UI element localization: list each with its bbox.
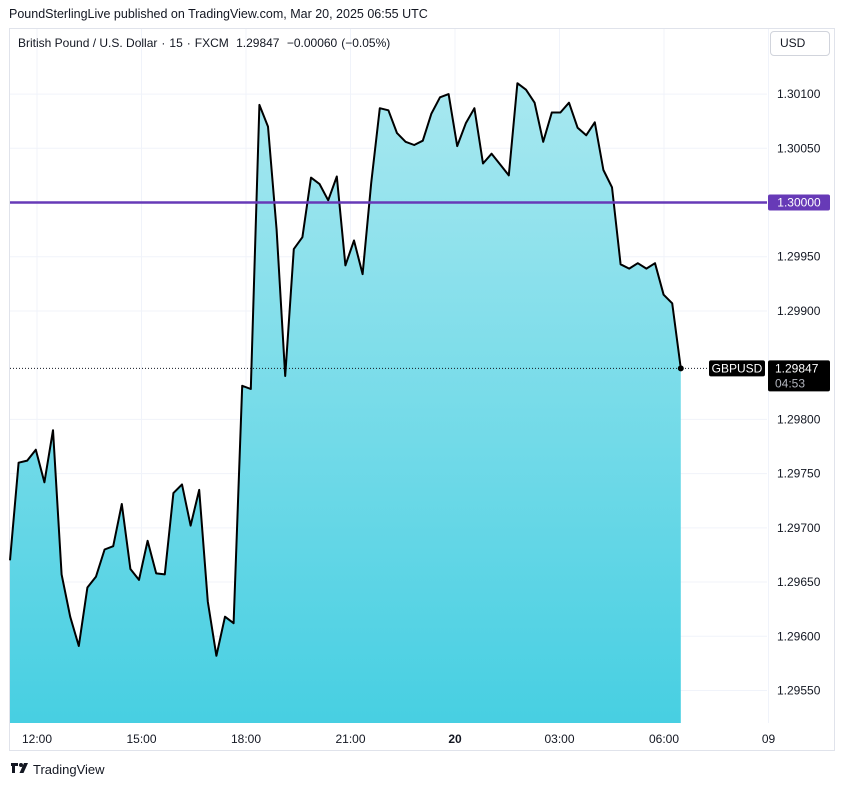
tradingview-logo-icon (11, 762, 28, 773)
symbol-tag-label: GBPUSD (712, 361, 763, 375)
x-tick-label: 06:00 (649, 732, 679, 746)
chart-frame (9, 28, 835, 751)
brand-name: TradingView (33, 762, 105, 777)
currency-selector[interactable]: USD (770, 31, 830, 56)
y-tick-label: 1.29600 (777, 629, 821, 643)
separator: · (161, 36, 166, 50)
y-tick-label: 1.29750 (777, 467, 821, 481)
last-price-label: 1.29847 (775, 361, 819, 375)
level-price-label: 1.30000 (777, 196, 821, 210)
x-tick-label: 12:00 (22, 732, 52, 746)
y-tick-label: 1.29700 (777, 521, 821, 535)
last-price-dot (677, 365, 684, 372)
y-tick-label: 1.29550 (777, 683, 821, 697)
y-tick-label: 1.30100 (777, 87, 821, 101)
y-tick-label: 1.29900 (777, 304, 821, 318)
symbol-change: −0.00060 (286, 36, 338, 50)
publish-info: PoundSterlingLive published on TradingVi… (9, 7, 428, 21)
brand-footer[interactable]: TradingView (10, 762, 105, 777)
last-price-tag (768, 360, 830, 392)
y-tick-label: 1.29650 (777, 575, 821, 589)
x-tick-label: 20 (448, 732, 462, 746)
symbol-tag (709, 360, 765, 377)
x-tick-label: 03:00 (544, 732, 574, 746)
x-tick-label: 15:00 (126, 732, 156, 746)
x-tick-label: 18:00 (231, 732, 261, 746)
symbol-price: 1.29847 (236, 36, 280, 50)
separator: · (186, 36, 191, 50)
symbol-interval: 15 (169, 36, 183, 50)
y-axis: 1.30100 1.30050 1.29950 1.29900 1.29800 1.297… (777, 87, 821, 697)
y-tick-label: 1.30050 (777, 141, 821, 155)
y-tick-label: 1.29950 (777, 250, 821, 264)
x-tick-label: 09 (762, 732, 776, 746)
y-tick-label: 1.29800 (777, 412, 821, 426)
price-area (10, 83, 681, 723)
symbol-name: British Pound / U.S. Dollar (18, 36, 158, 50)
x-axis: 12:00 15:00 18:00 21:00 20 03:00 06:00 09 (22, 732, 776, 746)
symbol-change-pct: (−0.05%) (341, 36, 391, 50)
x-tick-label: 21:00 (335, 732, 365, 746)
price-line (9, 82, 682, 657)
countdown-label: 04:53 (775, 376, 805, 390)
symbol-legend: British Pound / U.S. Dollar · 15 · FXCM 1.29… (18, 36, 394, 50)
level-price-tag (768, 194, 830, 211)
symbol-exchange: FXCM (194, 36, 229, 50)
